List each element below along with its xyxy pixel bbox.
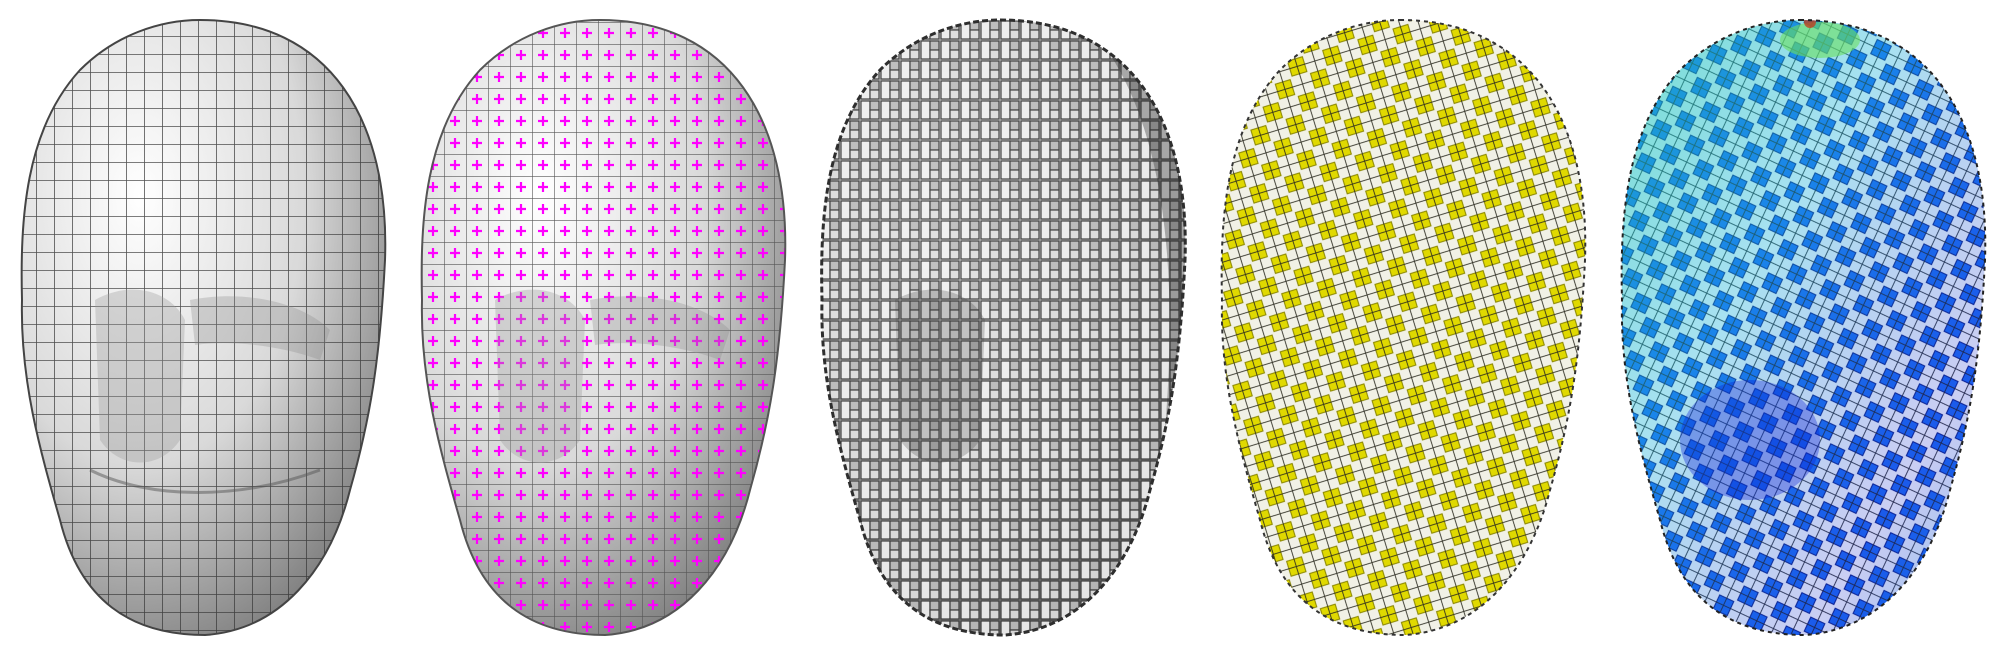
cross-field-head-panel bbox=[400, 0, 800, 654]
quad-mesh-head bbox=[20, 18, 387, 637]
yellow-tiles-head-panel bbox=[1200, 0, 1600, 654]
yellow-tiles-head bbox=[1220, 18, 1587, 637]
colormap-tiles-head-panel bbox=[1600, 0, 2000, 654]
quad-mesh-head-panel bbox=[0, 0, 400, 654]
colormap-tiles-head bbox=[1620, 18, 1987, 637]
woven-tiles-head bbox=[820, 18, 1187, 637]
woven-tiles-head-panel bbox=[800, 0, 1200, 654]
cross-field-head bbox=[420, 18, 787, 637]
